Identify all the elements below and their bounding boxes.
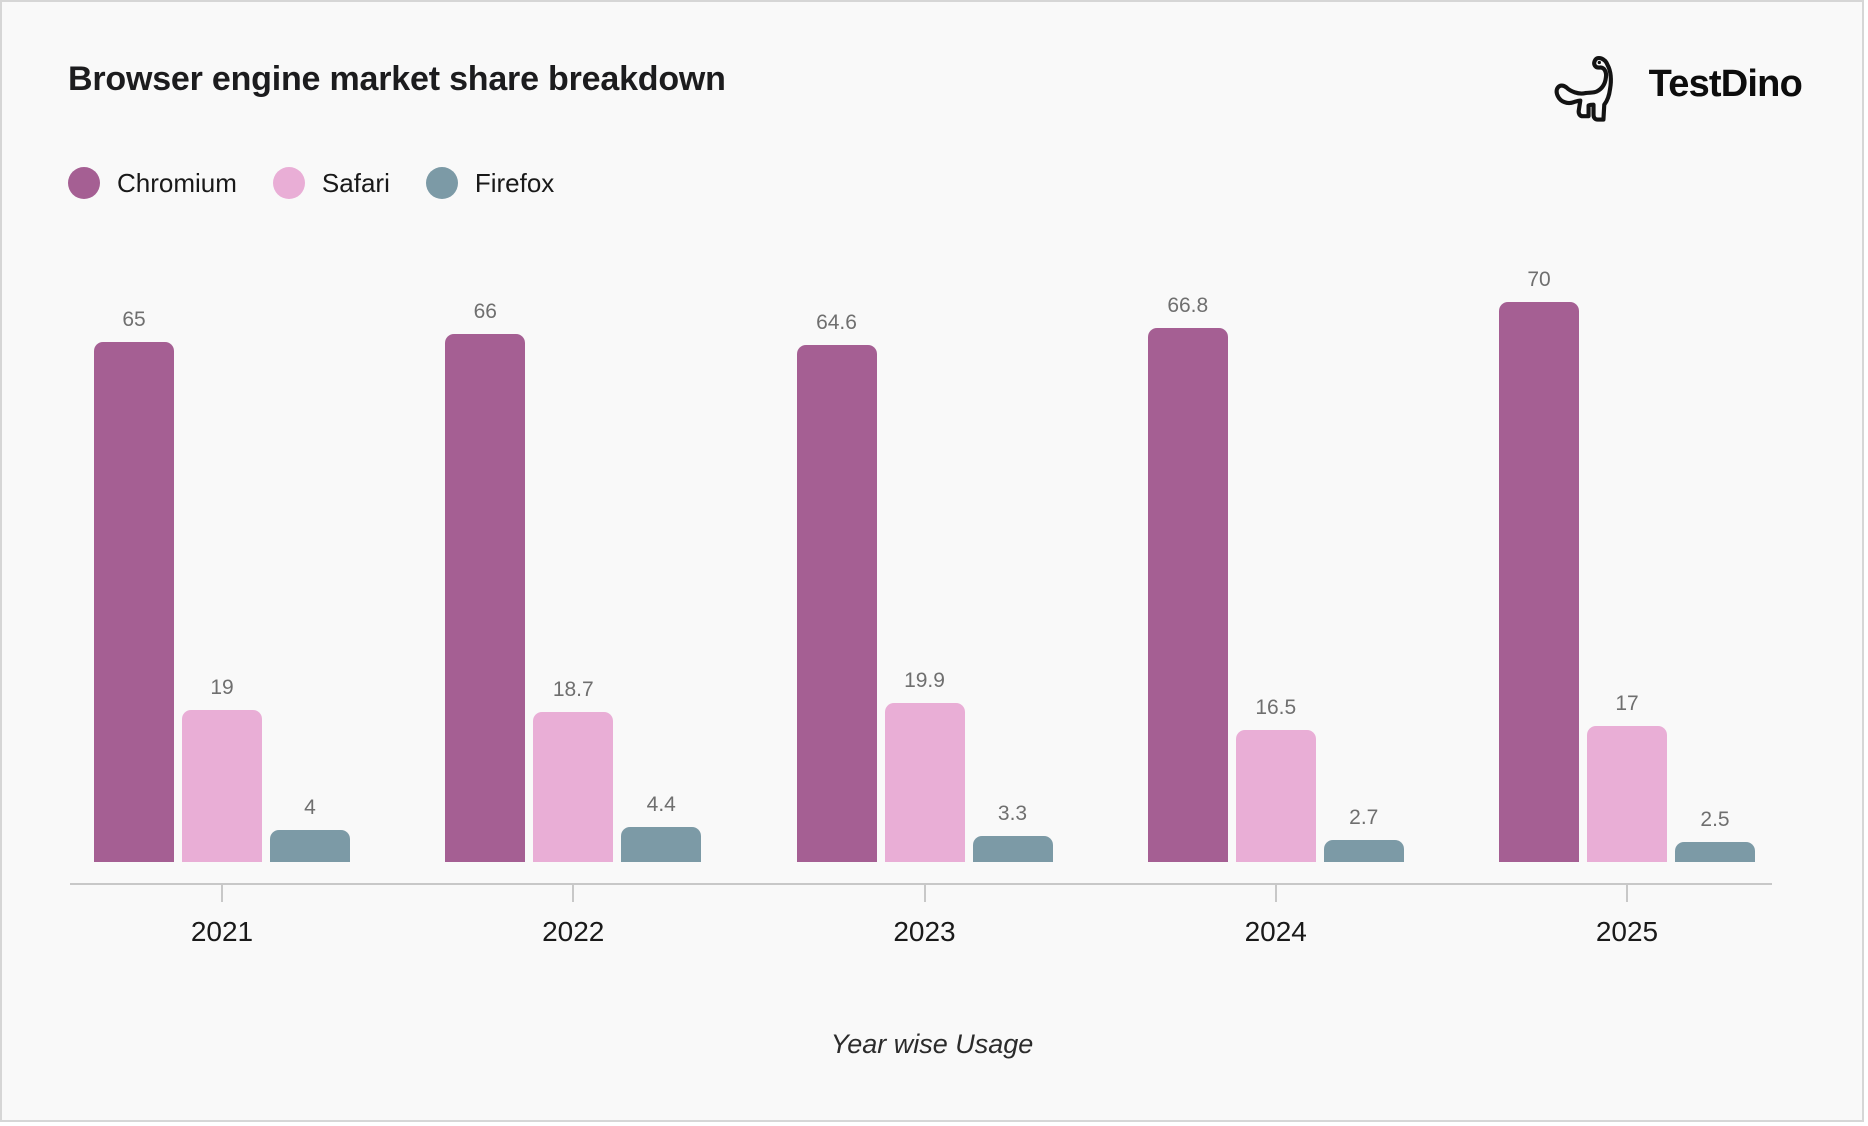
bar-safari-2024[interactable] xyxy=(1235,730,1316,862)
axis-tick xyxy=(923,885,926,902)
bar-value-label: 4 xyxy=(304,796,316,819)
tick-cell xyxy=(94,885,350,902)
year-cell: 2023 xyxy=(797,916,1053,948)
bar-cell-chromium-2025: 70 xyxy=(1499,268,1579,862)
bar-value-label: 19.9 xyxy=(904,668,945,692)
bar-cell-safari-2023: 19.9 xyxy=(884,668,965,862)
bar-value-label: 2.5 xyxy=(1700,808,1730,831)
bar-cell-firefox-2022: 4.4 xyxy=(621,792,702,862)
bar-chromium-2025[interactable] xyxy=(1499,302,1579,862)
bar-cell-firefox-2023: 3.3 xyxy=(972,801,1053,862)
bar-group-2023: 64.6 19.9 3.3 xyxy=(796,311,1053,862)
tick-cell xyxy=(1148,885,1404,902)
bar-cell-safari-2024: 16.5 xyxy=(1235,696,1316,862)
bar-value-label: 65 xyxy=(122,308,146,331)
brand-logo: TestDino xyxy=(1553,46,1803,122)
bar-group-2024: 66.8 16.5 2.7 xyxy=(1147,293,1404,862)
bar-cell-safari-2021: 19 xyxy=(182,676,262,862)
bar-cell-chromium-2021: 65 xyxy=(94,308,174,862)
bar-value-label: 17 xyxy=(1615,692,1639,715)
bar-value-label: 2.7 xyxy=(1349,806,1379,830)
chart-legend: Chromium Safari Firefox xyxy=(68,167,590,199)
bar-value-label: 4.4 xyxy=(646,792,676,816)
bar-safari-2025[interactable] xyxy=(1587,726,1667,862)
bar-firefox-2022[interactable] xyxy=(621,826,702,862)
bar-value-label: 19 xyxy=(210,676,234,699)
legend-swatch-chromium xyxy=(68,167,100,199)
bar-cell-safari-2025: 17 xyxy=(1587,692,1667,862)
axis-tick xyxy=(221,885,223,902)
bar-chromium-2024[interactable] xyxy=(1147,327,1228,862)
bar-safari-2022[interactable] xyxy=(533,712,614,862)
bar-value-label: 18.7 xyxy=(552,678,594,702)
bar-cell-safari-2022: 18.7 xyxy=(533,678,614,862)
bar-value-label: 16.5 xyxy=(1255,696,1297,719)
page-title: Browser engine market share breakdown xyxy=(68,60,726,98)
bar-cell-chromium-2024: 66.8 xyxy=(1147,293,1228,862)
bar-value-label: 3.3 xyxy=(997,801,1028,825)
legend-swatch-firefox xyxy=(425,167,458,199)
x-axis-line xyxy=(70,883,1772,885)
x-axis-ticks xyxy=(94,885,1755,902)
bar-cell-firefox-2021: 4 xyxy=(270,796,350,862)
axis-tick xyxy=(1274,885,1277,902)
dino-icon xyxy=(1553,46,1639,122)
tick-cell xyxy=(797,885,1053,902)
x-axis-labels: 2021 2022 2023 2024 2025 xyxy=(94,916,1755,948)
tick-cell xyxy=(445,885,701,902)
year-label-2024: 2024 xyxy=(1244,916,1307,947)
bar-chromium-2021[interactable] xyxy=(94,342,174,862)
bar-value-label: 66 xyxy=(473,300,497,323)
bar-cell-firefox-2025: 2.5 xyxy=(1675,808,1755,862)
year-label-2021: 2021 xyxy=(190,916,254,947)
bar-group-2021: 65 19 4 xyxy=(94,308,350,862)
bar-cell-firefox-2024: 2.7 xyxy=(1323,806,1404,862)
bar-group-2022: 66 18.7 4.4 xyxy=(445,300,702,862)
bar-value-label: 64.6 xyxy=(816,311,857,335)
tick-cell xyxy=(1499,885,1755,902)
bar-plot-area: 65 19 4 66 18.7 4.4 64.6 19.9 3.3 66.8 16.5 2.7 70 17… xyxy=(94,268,1755,862)
brand-name: TestDino xyxy=(1648,62,1803,105)
x-axis-title: Year wise Usage xyxy=(830,1029,1034,1059)
axis-tick xyxy=(1626,885,1628,902)
legend-label-safari: Safari xyxy=(321,167,390,198)
bar-firefox-2023[interactable] xyxy=(972,835,1053,862)
legend-item-firefox[interactable]: Firefox xyxy=(425,167,555,199)
legend-swatch-safari xyxy=(272,167,305,199)
bar-value-label: 66.8 xyxy=(1167,293,1209,317)
year-cell: 2024 xyxy=(1148,916,1404,948)
year-cell: 2021 xyxy=(94,916,350,948)
legend-label-chromium: Chromium xyxy=(117,167,237,198)
year-label-2022: 2022 xyxy=(542,916,605,947)
bar-chromium-2022[interactable] xyxy=(445,334,526,862)
bar-cell-chromium-2023: 64.6 xyxy=(796,311,877,862)
bar-firefox-2025[interactable] xyxy=(1675,842,1755,862)
year-cell: 2025 xyxy=(1499,916,1755,948)
legend-label-firefox: Firefox xyxy=(474,167,555,198)
year-label-2025: 2025 xyxy=(1595,916,1659,947)
bar-firefox-2021[interactable] xyxy=(270,830,350,862)
bar-cell-chromium-2022: 66 xyxy=(445,300,526,862)
bar-firefox-2024[interactable] xyxy=(1323,840,1404,862)
legend-item-chromium[interactable]: Chromium xyxy=(68,167,237,199)
bar-group-2025: 70 17 2.5 xyxy=(1499,268,1755,862)
bar-safari-2021[interactable] xyxy=(182,710,262,862)
year-cell: 2022 xyxy=(445,916,701,948)
bar-chromium-2023[interactable] xyxy=(796,345,877,862)
year-label-2023: 2023 xyxy=(893,916,956,947)
bar-safari-2023[interactable] xyxy=(884,702,965,862)
axis-tick xyxy=(572,885,575,902)
bar-value-label: 70 xyxy=(1527,268,1551,291)
legend-item-safari[interactable]: Safari xyxy=(272,167,390,199)
